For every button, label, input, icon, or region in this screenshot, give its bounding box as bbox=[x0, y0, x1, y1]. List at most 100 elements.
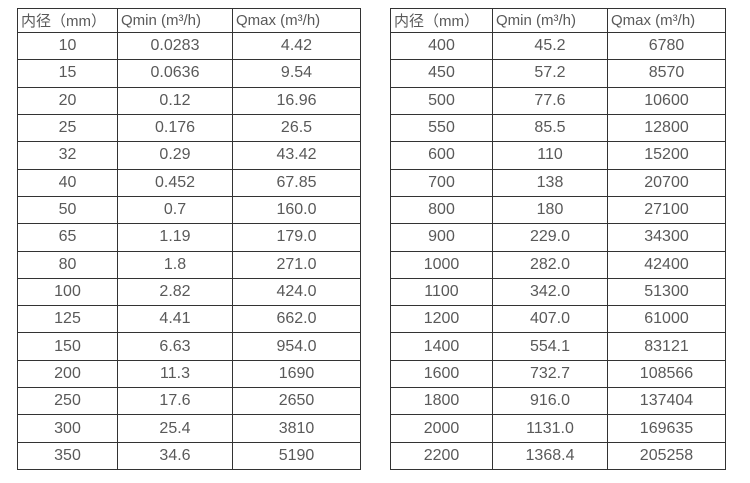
diameter-cell: 20 bbox=[17, 86, 118, 115]
table-row: 25 0.176 26.5 bbox=[17, 113, 361, 143]
table-row: 200 11.3 1690 bbox=[17, 359, 361, 389]
diameter-cell: 1400 bbox=[390, 332, 493, 361]
table-row: 1600 732.7 108566 bbox=[390, 359, 726, 389]
qmax-cell: 20700 bbox=[607, 168, 726, 197]
table-row: 15 0.0636 9.54 bbox=[17, 59, 361, 88]
qmax-cell: 16.96 bbox=[232, 86, 361, 115]
diameter-cell: 300 bbox=[17, 414, 118, 443]
qmin-cell: 0.0283 bbox=[117, 31, 233, 61]
table-row: 700 138 20700 bbox=[390, 168, 726, 197]
diameter-cell: 1100 bbox=[390, 277, 493, 307]
qmax-cell: 2650 bbox=[232, 387, 361, 416]
qmax-cell: 4.42 bbox=[232, 31, 361, 61]
diameter-cell: 250 bbox=[17, 387, 118, 416]
table-row: 1000 282.0 42400 bbox=[390, 250, 726, 279]
qmax-cell: 61000 bbox=[607, 305, 726, 334]
qmin-cell: 0.176 bbox=[117, 113, 233, 143]
qmin-cell: 4.41 bbox=[117, 305, 233, 334]
header-qmin: Qmin (m³/h) bbox=[492, 8, 608, 33]
table-row: 1100 342.0 51300 bbox=[390, 277, 726, 307]
diameter-cell: 80 bbox=[17, 250, 118, 279]
table-row: 400 45.2 6780 bbox=[390, 31, 726, 61]
diameter-cell: 15 bbox=[17, 59, 118, 88]
qmin-cell: 77.6 bbox=[492, 86, 608, 115]
header-qmax: Qmax (m³/h) bbox=[607, 8, 726, 33]
qmax-cell: 424.0 bbox=[232, 277, 361, 307]
table-row: 800 180 27100 bbox=[390, 195, 726, 225]
qmax-cell: 137404 bbox=[607, 387, 726, 416]
table-row: 20 0.12 16.96 bbox=[17, 86, 361, 115]
table-row: 350 34.6 5190 bbox=[17, 441, 361, 471]
qmin-cell: 1368.4 bbox=[492, 441, 608, 471]
flow-range-table-left: 内径（mm） Qmin (m³/h) Qmax (m³/h) 10 0.0283 4… bbox=[17, 8, 361, 471]
qmin-cell: 342.0 bbox=[492, 277, 608, 307]
qmax-cell: 12800 bbox=[607, 113, 726, 143]
table-row: 600 110 15200 bbox=[390, 141, 726, 170]
qmin-cell: 1.19 bbox=[117, 223, 233, 252]
table-row: 65 1.19 179.0 bbox=[17, 223, 361, 252]
qmax-cell: 6780 bbox=[607, 31, 726, 61]
table-row: 150 6.63 954.0 bbox=[17, 332, 361, 361]
table-body: 10 0.0283 4.42 15 0.0636 9.54 20 0.12 16.96 25 0.1… bbox=[17, 31, 361, 471]
qmax-cell: 42400 bbox=[607, 250, 726, 279]
qmin-cell: 916.0 bbox=[492, 387, 608, 416]
qmax-cell: 205258 bbox=[607, 441, 726, 471]
diameter-cell: 700 bbox=[390, 168, 493, 197]
qmax-cell: 5190 bbox=[232, 441, 361, 471]
table-row: 2000 1131.0 169635 bbox=[390, 414, 726, 443]
diameter-cell: 100 bbox=[17, 277, 118, 307]
qmin-cell: 0.0636 bbox=[117, 59, 233, 88]
table-row: 500 77.6 10600 bbox=[390, 86, 726, 115]
qmin-cell: 282.0 bbox=[492, 250, 608, 279]
table-row: 100 2.82 424.0 bbox=[17, 277, 361, 307]
qmin-cell: 1.8 bbox=[117, 250, 233, 279]
table-row: 125 4.41 662.0 bbox=[17, 305, 361, 334]
table-row: 250 17.6 2650 bbox=[17, 387, 361, 416]
qmin-cell: 45.2 bbox=[492, 31, 608, 61]
qmax-cell: 67.85 bbox=[232, 168, 361, 197]
diameter-cell: 1200 bbox=[390, 305, 493, 334]
header-row: 内径（mm） Qmin (m³/h) Qmax (m³/h) bbox=[17, 8, 361, 33]
qmax-cell: 83121 bbox=[607, 332, 726, 361]
qmax-cell: 9.54 bbox=[232, 59, 361, 88]
table-row: 1800 916.0 137404 bbox=[390, 387, 726, 416]
header-qmax: Qmax (m³/h) bbox=[232, 8, 361, 33]
qmin-cell: 0.29 bbox=[117, 141, 233, 170]
table-row: 1400 554.1 83121 bbox=[390, 332, 726, 361]
qmax-cell: 662.0 bbox=[232, 305, 361, 334]
qmax-cell: 8570 bbox=[607, 59, 726, 88]
diameter-cell: 500 bbox=[390, 86, 493, 115]
table-row: 50 0.7 160.0 bbox=[17, 195, 361, 225]
qmax-cell: 15200 bbox=[607, 141, 726, 170]
header-row: 内径（mm） Qmin (m³/h) Qmax (m³/h) bbox=[390, 8, 726, 33]
diameter-cell: 25 bbox=[17, 113, 118, 143]
qmax-cell: 51300 bbox=[607, 277, 726, 307]
diameter-cell: 550 bbox=[390, 113, 493, 143]
qmin-cell: 229.0 bbox=[492, 223, 608, 252]
diameter-cell: 10 bbox=[17, 31, 118, 61]
table-row: 40 0.452 67.85 bbox=[17, 168, 361, 197]
qmin-cell: 180 bbox=[492, 195, 608, 225]
qmax-cell: 271.0 bbox=[232, 250, 361, 279]
qmin-cell: 25.4 bbox=[117, 414, 233, 443]
qmax-cell: 179.0 bbox=[232, 223, 361, 252]
qmin-cell: 17.6 bbox=[117, 387, 233, 416]
flow-range-table-right: 内径（mm） Qmin (m³/h) Qmax (m³/h) 400 45.2 67… bbox=[390, 8, 726, 471]
table-body: 400 45.2 6780 450 57.2 8570 500 77.6 10600 550 85.… bbox=[390, 31, 726, 471]
qmax-cell: 3810 bbox=[232, 414, 361, 443]
table-row: 900 229.0 34300 bbox=[390, 223, 726, 252]
header-diameter: 内径（mm） bbox=[390, 8, 493, 33]
diameter-cell: 1600 bbox=[390, 359, 493, 389]
qmin-cell: 11.3 bbox=[117, 359, 233, 389]
diameter-cell: 350 bbox=[17, 441, 118, 471]
table-row: 32 0.29 43.42 bbox=[17, 141, 361, 170]
qmin-cell: 732.7 bbox=[492, 359, 608, 389]
diameter-cell: 50 bbox=[17, 195, 118, 225]
diameter-cell: 600 bbox=[390, 141, 493, 170]
qmin-cell: 0.7 bbox=[117, 195, 233, 225]
qmin-cell: 407.0 bbox=[492, 305, 608, 334]
diameter-cell: 2200 bbox=[390, 441, 493, 471]
qmax-cell: 160.0 bbox=[232, 195, 361, 225]
qmin-cell: 2.82 bbox=[117, 277, 233, 307]
qmin-cell: 57.2 bbox=[492, 59, 608, 88]
